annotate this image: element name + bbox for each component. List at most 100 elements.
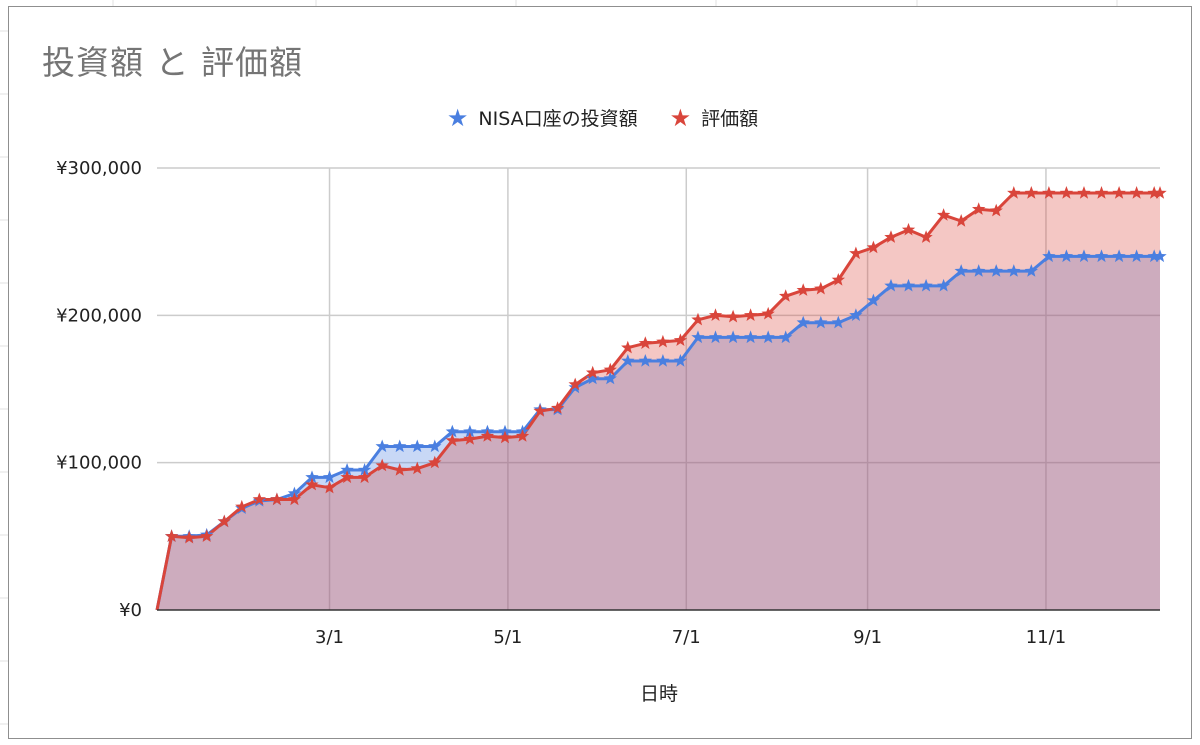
data-point-value xyxy=(1024,186,1038,199)
data-point-invest xyxy=(937,278,951,292)
data-point-value xyxy=(217,514,231,528)
data-point-value xyxy=(200,529,214,542)
data-point-value xyxy=(165,529,179,542)
data-point-invest xyxy=(1007,264,1021,277)
data-point-value xyxy=(340,470,354,484)
data-point-value xyxy=(603,362,617,376)
data-point-invest xyxy=(410,439,424,453)
data-point-value xyxy=(322,480,337,494)
data-point-invest xyxy=(586,371,600,385)
data-point-invest xyxy=(638,354,652,367)
chart-title: 投資額 と 評価額 xyxy=(42,43,303,82)
data-point-value xyxy=(831,273,845,286)
data-point-value xyxy=(1077,186,1091,199)
data-point-value xyxy=(463,432,477,445)
x-tick-label: 9/1 xyxy=(853,627,882,648)
data-point-invest xyxy=(919,278,933,292)
data-point-invest xyxy=(761,330,775,344)
y-tick-label: ¥300,000 xyxy=(56,158,142,179)
data-point-invest xyxy=(691,330,705,344)
data-point-invest xyxy=(1112,249,1126,263)
data-point-invest xyxy=(656,354,670,367)
data-point-value xyxy=(270,492,284,506)
data-point-invest xyxy=(1059,249,1074,263)
chart-gridlines xyxy=(157,167,1160,610)
data-point-value xyxy=(498,430,512,444)
star-icon: ★ xyxy=(669,103,692,132)
data-point-value xyxy=(1153,186,1167,199)
y-tick-label: ¥200,000 xyxy=(56,305,142,326)
data-point-invest xyxy=(796,315,810,329)
legend-item-invest[interactable]: ★ NISA口座の投資額 xyxy=(447,104,638,131)
data-point-invest xyxy=(1094,249,1109,263)
x-tick-label: 5/1 xyxy=(493,627,522,648)
data-point-value xyxy=(182,530,196,544)
data-point-value xyxy=(989,203,1003,217)
data-point-value xyxy=(621,340,635,354)
data-point-invest xyxy=(972,264,986,277)
data-point-value xyxy=(744,308,758,321)
data-point-value xyxy=(1094,186,1109,199)
x-tick-label: 7/1 xyxy=(672,627,701,648)
data-point-invest xyxy=(428,439,442,453)
chart-legend: ★ NISA口座の投資額 ★ 評価額 xyxy=(0,104,1200,131)
data-point-invest xyxy=(1153,249,1167,263)
chart-areas xyxy=(157,193,1160,610)
data-point-invest xyxy=(708,330,723,344)
data-point-value xyxy=(410,461,424,475)
data-point-invest xyxy=(831,315,845,329)
data-point-invest xyxy=(673,354,688,367)
data-point-invest xyxy=(1024,264,1038,277)
data-point-value xyxy=(1007,186,1021,199)
data-point-value xyxy=(1147,186,1161,199)
data-point-value xyxy=(1129,186,1144,199)
data-point-value xyxy=(393,463,407,476)
data-point-value xyxy=(656,334,670,348)
data-point-value xyxy=(1059,186,1074,199)
data-point-value xyxy=(480,429,495,442)
data-point-invest xyxy=(358,463,372,476)
data-point-invest xyxy=(393,439,407,453)
data-point-value xyxy=(1042,186,1056,199)
data-point-value xyxy=(287,492,302,506)
area-value xyxy=(157,193,1160,610)
data-point-invest xyxy=(849,308,863,321)
data-point-invest xyxy=(603,371,617,385)
y-tick-label: ¥100,000 xyxy=(56,453,142,474)
chart-markers xyxy=(165,186,1167,544)
data-point-invest xyxy=(779,330,793,344)
legend-item-value[interactable]: ★ 評価額 xyxy=(670,104,759,131)
data-point-invest xyxy=(954,264,968,277)
data-point-value xyxy=(235,499,249,513)
data-point-invest xyxy=(744,330,758,344)
data-point-value xyxy=(533,404,547,417)
data-point-value xyxy=(849,246,863,260)
data-point-invest xyxy=(901,278,916,292)
data-point-value xyxy=(358,470,372,484)
data-point-invest xyxy=(884,278,898,292)
x-axis-title: 日時 xyxy=(640,683,678,705)
data-point-value xyxy=(305,477,319,491)
data-point-value xyxy=(761,306,775,320)
data-point-invest xyxy=(322,470,337,484)
data-point-value xyxy=(691,312,705,326)
legend-label-value: 評価額 xyxy=(701,108,759,130)
data-point-invest xyxy=(989,264,1003,277)
data-point-invest xyxy=(1042,249,1056,263)
data-point-value xyxy=(638,336,652,349)
data-point-value xyxy=(445,433,459,447)
data-point-invest xyxy=(340,463,354,476)
data-point-value xyxy=(901,222,916,236)
data-point-value xyxy=(954,214,968,227)
chart-tick-labels: ¥0 ¥100,000 ¥200,000 ¥300,000 3/1 5/1 7/1 9/1 11… xyxy=(56,158,1066,648)
data-point-invest xyxy=(463,424,477,438)
data-point-value xyxy=(586,365,600,379)
data-point-value xyxy=(708,308,723,321)
data-point-invest xyxy=(621,354,635,367)
data-point-value xyxy=(551,401,565,414)
star-icon: ★ xyxy=(446,103,469,132)
data-point-invest xyxy=(305,470,319,484)
data-point-invest xyxy=(866,293,881,307)
